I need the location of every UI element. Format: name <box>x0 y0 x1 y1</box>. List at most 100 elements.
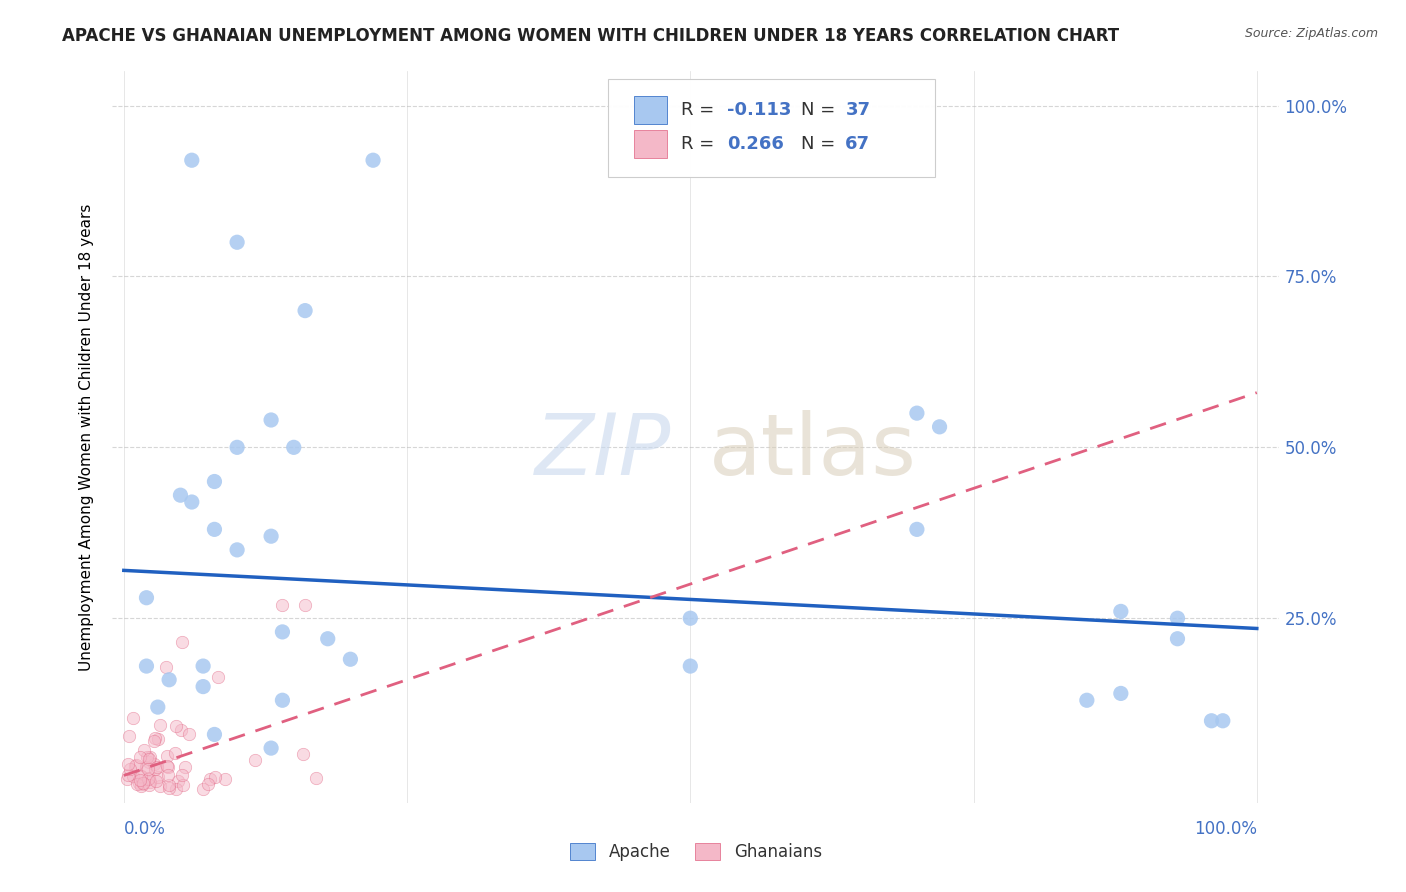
Point <box>170 723 193 737</box>
Point <box>135 760 157 774</box>
Legend: Apache, Ghanaians: Apache, Ghanaians <box>564 836 828 868</box>
Point <box>1166 611 1188 625</box>
Point <box>226 235 249 250</box>
Point <box>226 440 249 454</box>
Point <box>155 660 177 674</box>
Point <box>135 591 157 605</box>
Bar <box>634 130 666 158</box>
Point <box>271 693 294 707</box>
Point <box>148 717 170 731</box>
Point <box>180 495 202 509</box>
Point <box>115 772 138 786</box>
Point <box>1109 686 1132 700</box>
Point <box>180 153 202 168</box>
Point <box>138 752 160 766</box>
Point <box>146 700 169 714</box>
Point <box>260 529 283 543</box>
Point <box>118 730 141 744</box>
Point <box>361 153 384 168</box>
Point <box>125 777 148 791</box>
Point <box>142 757 165 772</box>
Point <box>138 778 160 792</box>
Point <box>157 673 180 687</box>
Point <box>679 659 702 673</box>
Point <box>136 772 159 786</box>
Point <box>135 750 157 764</box>
Point <box>905 406 928 420</box>
Text: N =: N = <box>801 135 841 153</box>
Point <box>121 711 143 725</box>
Point <box>138 755 160 769</box>
Point <box>207 670 229 684</box>
Point <box>928 420 950 434</box>
Point <box>165 781 187 796</box>
Point <box>305 771 328 785</box>
Point <box>145 731 167 745</box>
Text: 0.0%: 0.0% <box>124 820 166 838</box>
Point <box>1201 714 1223 728</box>
Point <box>271 598 294 612</box>
Point <box>172 768 194 782</box>
Point <box>294 598 316 612</box>
Point <box>156 758 179 772</box>
Point <box>198 772 221 787</box>
Point <box>191 680 214 694</box>
Point <box>129 769 152 783</box>
Point <box>1109 604 1132 618</box>
Point <box>291 747 314 761</box>
Point <box>179 727 201 741</box>
Point <box>124 757 146 772</box>
Point <box>132 776 155 790</box>
Y-axis label: Unemployment Among Women with Children Under 18 years: Unemployment Among Women with Children U… <box>79 203 94 671</box>
Point <box>1076 693 1098 707</box>
Point <box>117 757 139 772</box>
Point <box>166 774 188 789</box>
Point <box>139 749 162 764</box>
Text: N =: N = <box>801 101 841 120</box>
Point <box>191 659 214 673</box>
Point <box>1166 632 1188 646</box>
Point <box>117 768 139 782</box>
Point <box>172 778 194 792</box>
Point <box>204 475 226 489</box>
Text: Source: ZipAtlas.com: Source: ZipAtlas.com <box>1244 27 1378 40</box>
Point <box>214 772 236 786</box>
Point <box>148 770 170 784</box>
Point <box>204 727 226 741</box>
Text: 37: 37 <box>845 101 870 120</box>
Point <box>138 774 160 789</box>
Point <box>197 777 219 791</box>
Point <box>260 413 283 427</box>
Point <box>204 770 226 784</box>
Text: 100.0%: 100.0% <box>1194 820 1257 838</box>
Point <box>191 782 214 797</box>
Point <box>124 759 146 773</box>
Point <box>145 774 167 789</box>
Point <box>138 771 160 785</box>
Point <box>271 624 294 639</box>
Point <box>170 635 193 649</box>
Point <box>134 743 156 757</box>
Text: ZIP: ZIP <box>534 410 671 493</box>
Point <box>163 746 186 760</box>
Point <box>283 440 305 454</box>
Text: R =: R = <box>681 101 720 120</box>
Point <box>118 762 141 776</box>
Point <box>169 488 191 502</box>
Bar <box>634 96 666 124</box>
Point <box>122 769 145 783</box>
Text: 0.266: 0.266 <box>727 135 785 153</box>
Point <box>679 611 702 625</box>
Point <box>129 779 152 793</box>
Point <box>226 542 249 557</box>
Text: R =: R = <box>681 135 720 153</box>
Point <box>157 768 180 782</box>
Point <box>243 752 266 766</box>
Point <box>294 303 316 318</box>
Point <box>157 760 180 774</box>
Point <box>136 762 159 776</box>
Point <box>165 718 187 732</box>
Point <box>155 748 177 763</box>
Point <box>148 731 170 746</box>
Point <box>128 776 150 790</box>
